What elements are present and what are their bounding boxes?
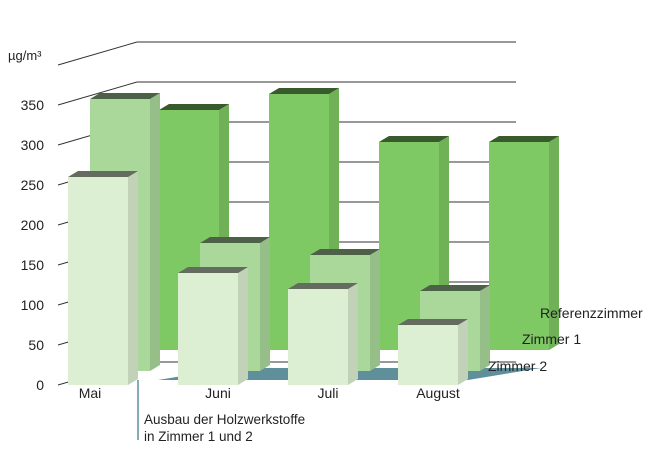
y-tick-label: 150: [21, 257, 45, 273]
y-tick-label: 350: [21, 97, 45, 113]
bars: [68, 88, 559, 385]
bar-side: [348, 283, 358, 385]
bar-top: [489, 136, 559, 142]
bar-zimmer-2-juni: [178, 267, 248, 385]
y-tick-label: 200: [21, 217, 45, 233]
bar-front: [288, 289, 348, 385]
bar-top: [398, 319, 468, 325]
x-category-label: Juli: [317, 385, 338, 401]
bar-top: [90, 93, 160, 99]
bar-top: [269, 88, 339, 94]
bar-front: [178, 273, 238, 385]
bar-side: [260, 237, 270, 371]
bar-side: [480, 285, 490, 371]
bar-side: [458, 319, 468, 385]
x-category-label: August: [416, 385, 460, 401]
bar-front: [489, 142, 549, 350]
series-label: Zimmer 2: [488, 358, 547, 374]
y-tick-label: 300: [21, 137, 45, 153]
bar-side: [150, 93, 160, 371]
bar-zimmer-2-mai: [68, 171, 138, 385]
bar-zimmer-2-juli: [288, 283, 358, 385]
bar-top: [200, 237, 270, 243]
x-category-label: Juni: [205, 385, 231, 401]
labels: µg/m³ 0 50 100 150 200 250 300 350 Mai Juni Juli Au…: [8, 48, 643, 444]
y-tick-label: 250: [21, 177, 45, 193]
x-category-label: Mai: [79, 385, 102, 401]
bar-top: [379, 136, 449, 142]
bar-referenzzimmer-august: [489, 136, 559, 350]
bar-side: [549, 136, 559, 350]
y-tick-label: 0: [36, 377, 44, 393]
bar-side: [238, 267, 248, 385]
gridline-diagonal: [57, 81, 138, 106]
bar-zimmer-2-august: [398, 319, 468, 385]
annotation-text: Ausbau der Holzwerkstoffe: [144, 412, 305, 427]
bar-side: [128, 171, 138, 385]
series-label: Referenzzimmer: [540, 305, 643, 321]
bar-top: [420, 285, 490, 291]
bar-front: [398, 325, 458, 385]
bar-top: [68, 171, 138, 177]
bar-front: [68, 177, 128, 385]
gridline-diagonal: [57, 41, 138, 66]
y-axis-unit: µg/m³: [8, 48, 42, 63]
series-label: Zimmer 1: [522, 331, 581, 347]
bar-top: [310, 249, 380, 255]
bar-top: [288, 283, 358, 289]
bar-side: [370, 249, 380, 371]
annotation-text: in Zimmer 1 und 2: [144, 429, 253, 444]
y-tick-label: 50: [28, 337, 44, 353]
bar-top: [159, 104, 229, 110]
bar-top: [178, 267, 248, 273]
y-tick-label: 100: [21, 297, 45, 313]
